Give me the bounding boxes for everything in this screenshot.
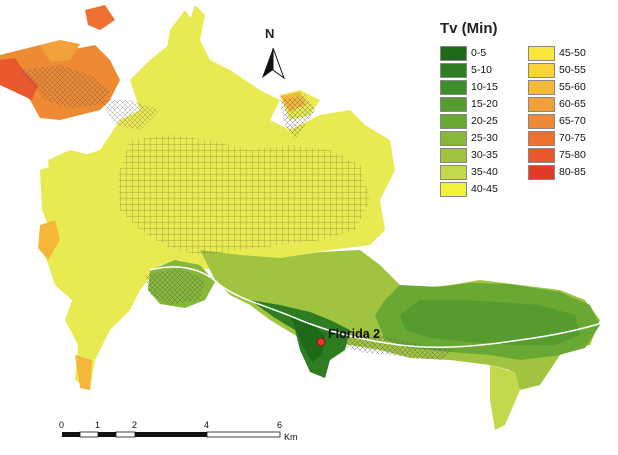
north-arrow-icon <box>262 47 286 80</box>
river <box>149 266 606 348</box>
legend-label: 60-65 <box>559 98 586 110</box>
legend-swatch <box>440 46 467 61</box>
legend-label: 10-15 <box>471 81 498 93</box>
legend-label: 50-55 <box>559 64 586 76</box>
scale-tick-6: 6 <box>277 420 283 430</box>
legend-label: 25-30 <box>471 132 498 144</box>
legend-label: 5-10 <box>471 64 493 76</box>
site-marker <box>316 337 326 347</box>
legend-swatch <box>440 182 467 197</box>
scale-tick-1: 1 <box>95 420 101 430</box>
north-label: N <box>265 26 275 41</box>
legend-swatch <box>440 148 467 163</box>
legend-swatch <box>440 131 467 146</box>
legend-swatch <box>528 97 555 112</box>
legend-label: 55-60 <box>559 81 586 93</box>
legend-swatch <box>440 80 467 95</box>
legend-swatch <box>528 114 555 129</box>
scale-tick-0: 0 <box>59 420 65 430</box>
legend-label: 40-45 <box>471 183 498 195</box>
scale-unit: Km <box>284 432 298 442</box>
legend-label: 70-75 <box>559 132 586 144</box>
legend-label: 30-35 <box>471 149 498 161</box>
legend-label: 80-85 <box>559 166 586 178</box>
legend-swatch <box>528 80 555 95</box>
legend-label: 65-70 <box>559 115 586 127</box>
scale-tick-2: 2 <box>132 420 138 430</box>
zone-mid-green <box>148 250 600 430</box>
legend-swatch <box>528 63 555 78</box>
zone-dark-green <box>250 300 350 378</box>
legend-swatch <box>528 46 555 61</box>
legend-swatch <box>440 165 467 180</box>
legend-label: 20-25 <box>471 115 498 127</box>
legend-swatch <box>440 63 467 78</box>
legend-label: 75-80 <box>559 149 586 161</box>
legend-swatch <box>528 165 555 180</box>
legend-swatch <box>440 114 467 129</box>
scale-tick-4: 4 <box>204 420 210 430</box>
scale-bar <box>62 431 281 438</box>
legend-swatch <box>528 148 555 163</box>
site-label: Florida 2 <box>328 327 381 341</box>
legend-swatch <box>528 131 555 146</box>
legend-title: Tv (Min) <box>440 20 498 37</box>
legend-label: 35-40 <box>471 166 498 178</box>
legend-label: 0-5 <box>471 47 487 59</box>
legend-label: 15-20 <box>471 98 498 110</box>
legend-swatch <box>440 97 467 112</box>
legend-label: 45-50 <box>559 47 586 59</box>
